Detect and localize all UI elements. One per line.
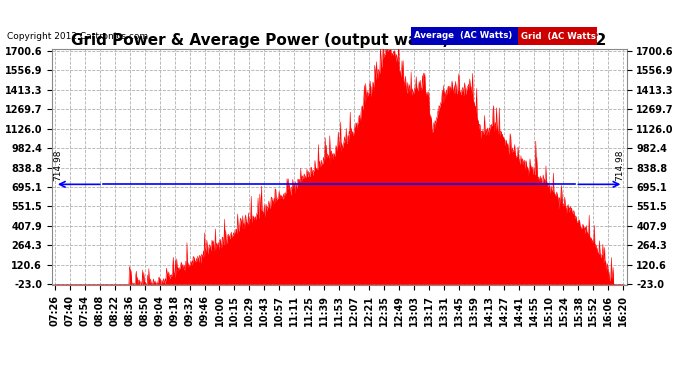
Text: 714.98: 714.98: [615, 150, 624, 181]
Text: Average  (AC Watts): Average (AC Watts): [414, 32, 512, 40]
Text: Grid  (AC Watts): Grid (AC Watts): [521, 32, 600, 40]
Bar: [518, 27, 597, 45]
Text: Copyright 2012 Cartronics.com: Copyright 2012 Cartronics.com: [7, 32, 148, 41]
Title: Grid Power & Average Power (output watts)  Sat Dec 22 16:32: Grid Power & Average Power (output watts…: [72, 33, 607, 48]
Bar: [411, 27, 518, 45]
Text: 714.98: 714.98: [54, 150, 63, 181]
